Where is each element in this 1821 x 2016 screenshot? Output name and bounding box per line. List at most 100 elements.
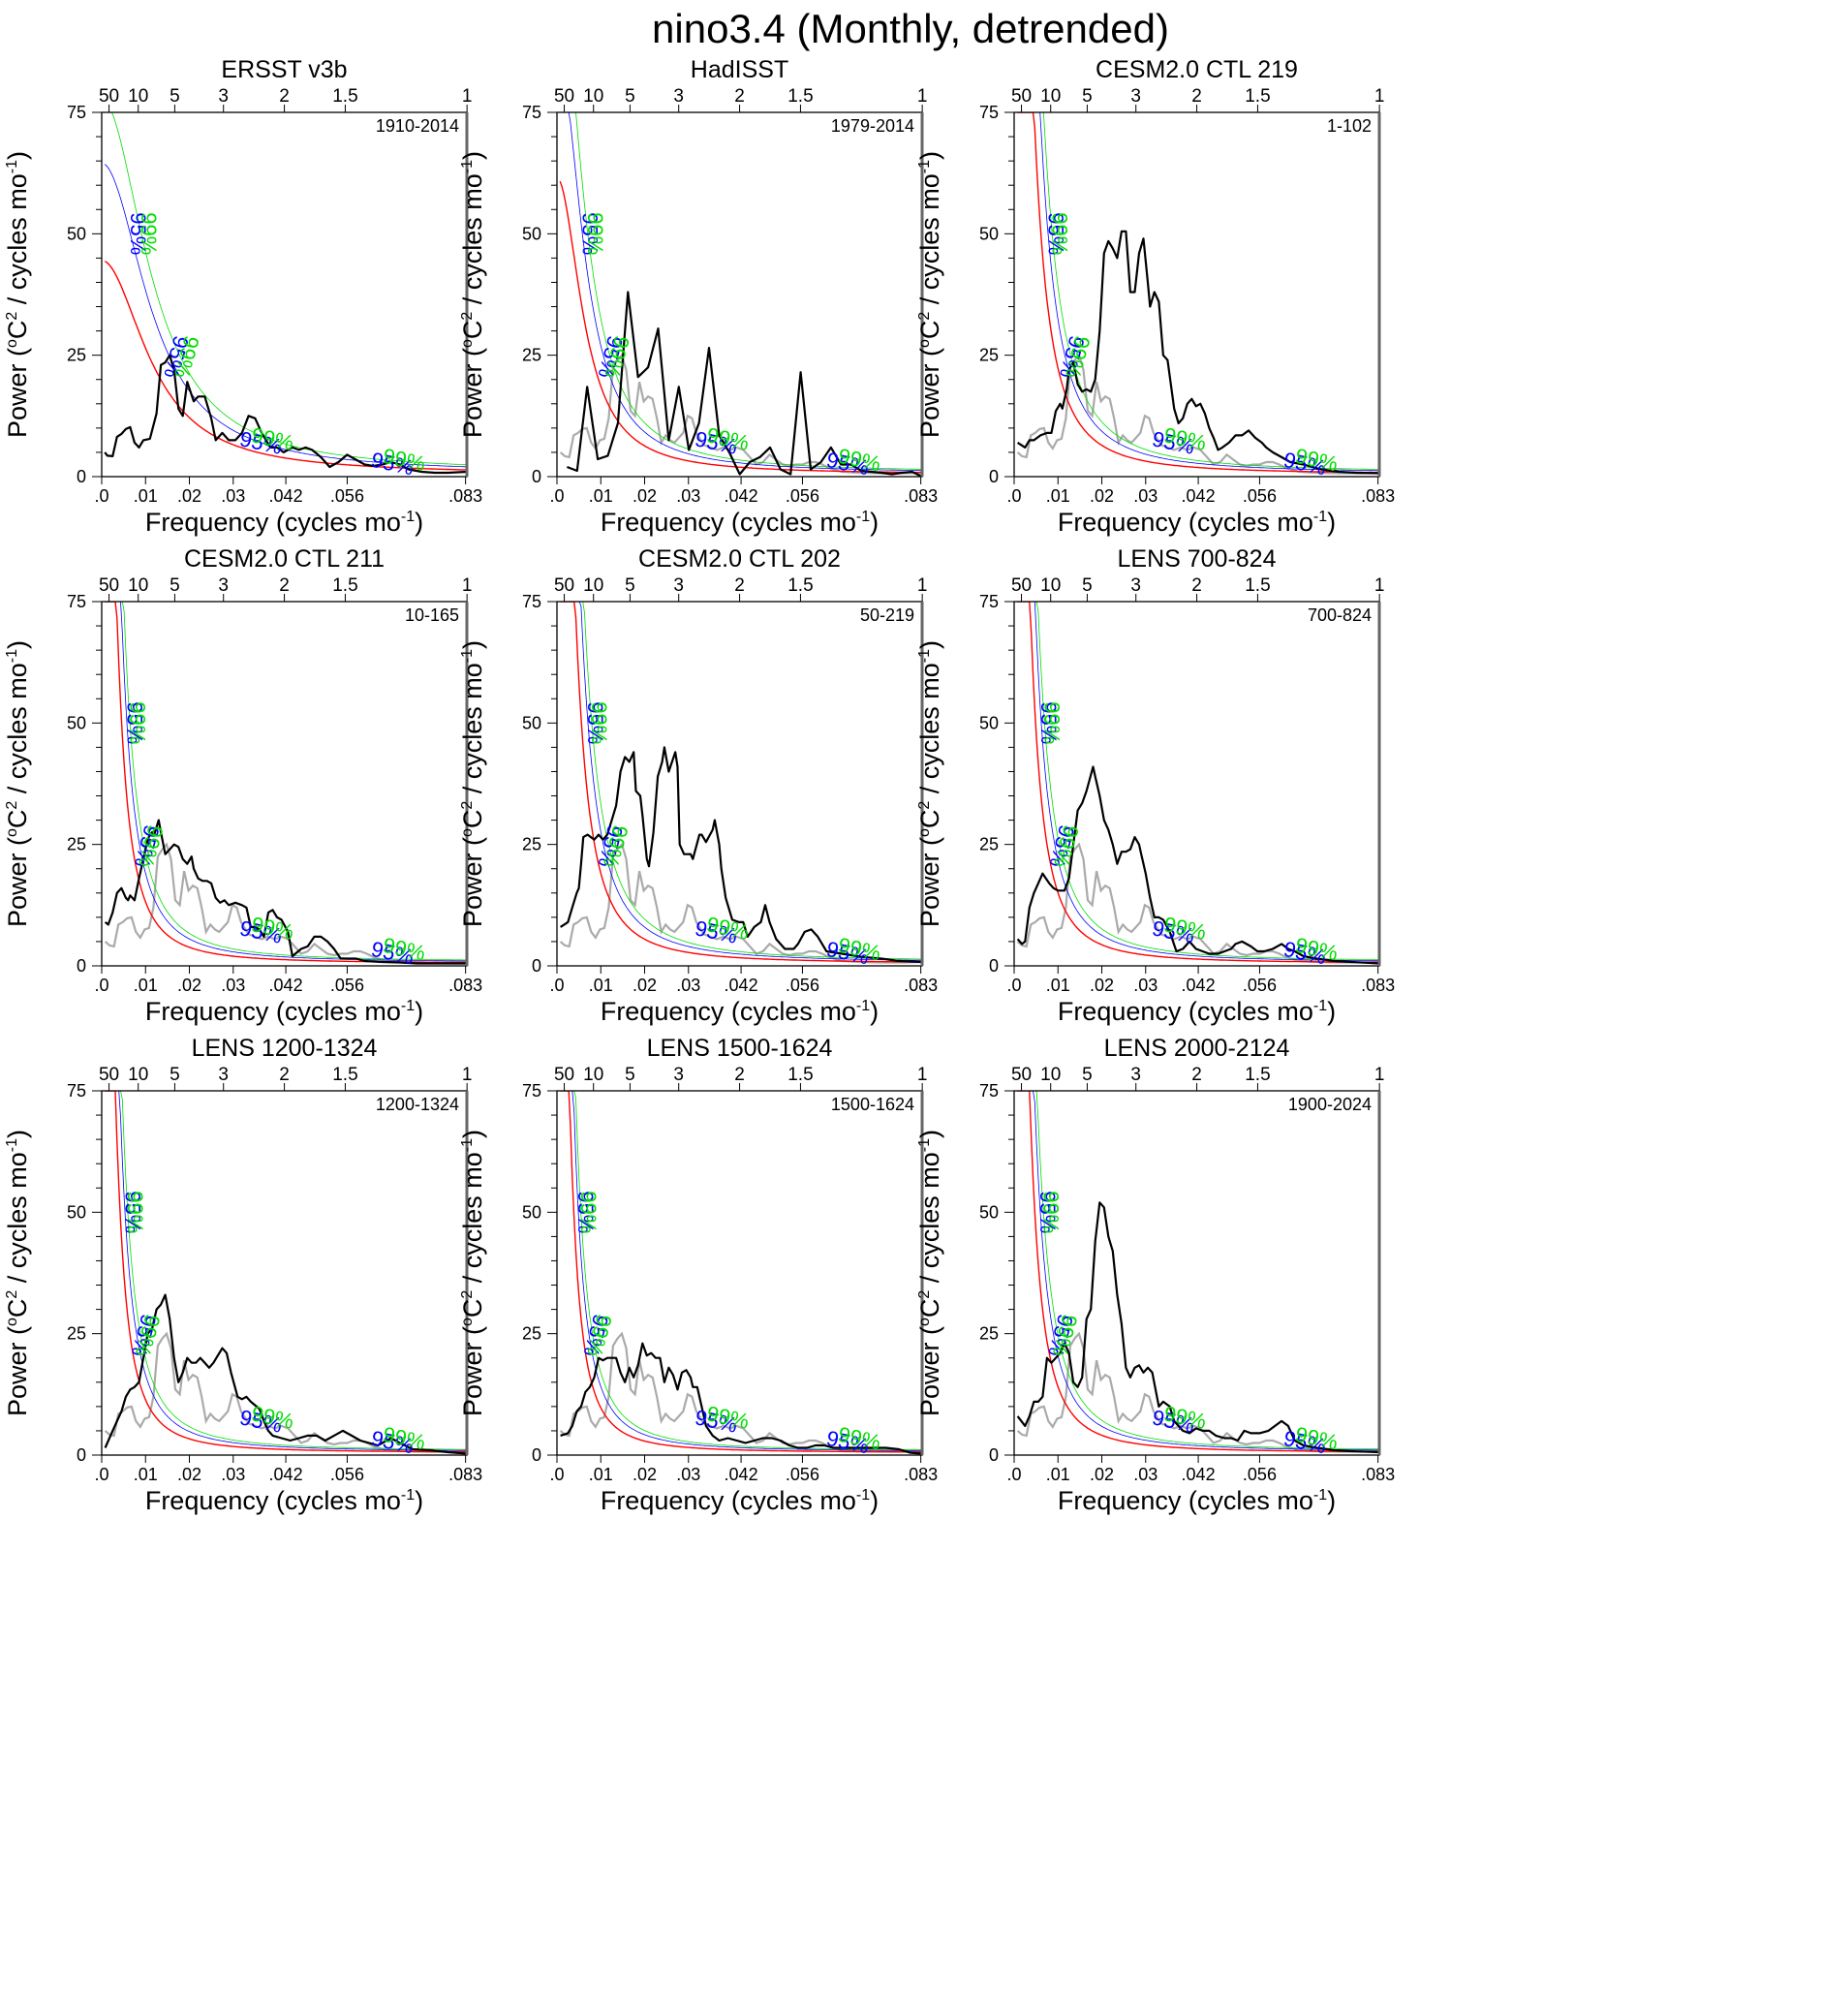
period-tick-label: 10 <box>1040 86 1061 107</box>
x-axis-title: Frequency (cycles mo-1) <box>145 508 423 537</box>
conf99-curve <box>1017 602 1379 960</box>
period-tick-label: 10 <box>128 1065 148 1085</box>
x-tick-label: .083 <box>904 1465 938 1484</box>
panel-8: 0 25 50 75 .0 .01 .02 .03 .042 .056 .083 50 10 5 3 2 1.5… <box>458 1035 938 1515</box>
conf95-curve <box>560 1091 922 1451</box>
plot-frame <box>101 111 468 478</box>
period-tick-label: 3 <box>1130 1065 1141 1085</box>
plot-area <box>559 112 922 477</box>
x-tick-label: .083 <box>1361 486 1395 506</box>
period-tick-label: 3 <box>218 1065 229 1085</box>
x-tick-label: .0 <box>94 486 108 506</box>
plot-frame <box>1013 601 1380 967</box>
x-tick-label: .083 <box>904 976 938 995</box>
x-tick-label: .02 <box>177 1465 201 1484</box>
x-tick-label: .01 <box>1046 976 1070 995</box>
x-tick-label: .03 <box>676 1465 700 1484</box>
y-tick-label: 75 <box>979 592 999 611</box>
conf99-label: 99% <box>576 1191 601 1233</box>
y-axis-title: Power (oC2 / cycles mo-1) <box>458 640 487 927</box>
reference-spectrum-line <box>559 842 922 964</box>
x-axis-title: Frequency (cycles mo-1) <box>601 997 879 1026</box>
y-tick-label: 50 <box>67 1202 86 1222</box>
x-tick-label: .02 <box>1090 486 1114 506</box>
x-tick-label: .0 <box>94 976 108 995</box>
figure-title: nino3.4 (Monthly, detrended) <box>652 6 1169 51</box>
x-tick-label: .056 <box>1243 976 1277 995</box>
period-tick-label: 1.5 <box>1245 575 1270 596</box>
period-tick-label: 1 <box>462 86 473 107</box>
plot-area <box>559 1091 922 1455</box>
y-axis-title: Power (oC2 / cycles mo-1) <box>3 1130 32 1416</box>
period-tick-label: 1.5 <box>1245 86 1270 107</box>
red-noise-curve <box>105 1091 467 1453</box>
reference-spectrum-line <box>104 842 467 964</box>
period-tick-label: 50 <box>554 575 574 596</box>
plot-area <box>104 602 467 965</box>
period-tick-label: 5 <box>170 1065 180 1085</box>
plot-area <box>104 112 467 475</box>
reference-spectrum-line <box>1016 842 1379 964</box>
plot-area <box>1016 602 1379 965</box>
conf99-curve <box>105 112 467 466</box>
y-tick-label: 50 <box>979 224 999 243</box>
panel-4: 0 25 50 75 .0 .01 .02 .03 .042 .056 .083 50 10 5 3 2 1.5… <box>3 545 482 1026</box>
period-tick-label: 50 <box>554 86 574 107</box>
x-tick-label: .01 <box>589 486 613 506</box>
conf99-label: 99% <box>123 1191 147 1233</box>
conf99-label: 99% <box>134 822 169 870</box>
conf95-label: 95% <box>583 701 607 744</box>
panel-title: CESM2.0 CTL 211 <box>184 545 385 573</box>
period-tick-label: 1.5 <box>332 575 357 596</box>
plot-frame <box>1013 1090 1380 1456</box>
y-tick-label: 75 <box>979 103 999 122</box>
y-tick-label: 50 <box>67 224 86 243</box>
x-tick-label: .0 <box>1006 486 1021 506</box>
period-annotation: 1500-1624 <box>831 1095 914 1114</box>
period-annotation: 1-102 <box>1327 116 1372 136</box>
y-tick-label: 25 <box>522 835 541 854</box>
period-tick-label: 1 <box>462 575 473 596</box>
x-tick-label: .083 <box>904 486 938 506</box>
period-tick-label: 5 <box>625 575 635 596</box>
y-tick-label: 50 <box>67 713 86 732</box>
spectrum-line <box>104 354 467 475</box>
x-axis-title: Frequency (cycles mo-1) <box>145 1486 423 1515</box>
conf95-curve <box>1017 602 1379 962</box>
y-tick-label: 50 <box>979 1202 999 1222</box>
conf99-curve <box>1017 112 1379 470</box>
red-noise-curve <box>560 602 922 963</box>
panel-6: 0 25 50 75 .0 .01 .02 .03 .042 .056 .083 50 10 5 3 2 1.5… <box>915 545 1395 1026</box>
x-tick-label: .0 <box>549 1465 564 1484</box>
period-tick-label: 5 <box>1082 1065 1093 1085</box>
plot-frame <box>101 1090 468 1456</box>
period-annotation: 1910-2014 <box>376 116 459 136</box>
spectrum-line <box>104 1293 467 1455</box>
y-tick-label: 0 <box>989 956 999 976</box>
x-tick-label: .0 <box>1006 1465 1021 1484</box>
plot-frame <box>556 601 923 967</box>
x-tick-label: .01 <box>134 486 158 506</box>
period-tick-label: 1 <box>1374 1065 1385 1085</box>
y-tick-label: 25 <box>67 835 86 854</box>
x-tick-label: .042 <box>1182 1465 1216 1484</box>
period-annotation: 700-824 <box>1308 605 1372 625</box>
period-tick-label: 1.5 <box>787 86 813 107</box>
conf95-curve <box>104 164 467 468</box>
conf95-label: 95% <box>122 701 146 744</box>
x-axis-title: Frequency (cycles mo-1) <box>1058 508 1336 537</box>
reference-spectrum-line <box>1016 1331 1379 1453</box>
x-tick-label: .03 <box>1133 976 1157 995</box>
x-tick-label: .056 <box>1243 486 1277 506</box>
x-tick-label: .02 <box>633 1465 657 1484</box>
period-tick-label: 3 <box>673 575 684 596</box>
conf99-label: 99% <box>1040 701 1065 744</box>
x-tick-label: .01 <box>589 1465 613 1484</box>
plot-frame <box>1013 111 1380 478</box>
conf99-curve <box>105 1091 467 1450</box>
period-annotation: 1900-2024 <box>1288 1095 1372 1114</box>
x-tick-label: .03 <box>1133 486 1157 506</box>
period-tick-label: 3 <box>1130 86 1141 107</box>
red-noise-curve <box>1017 1091 1379 1453</box>
